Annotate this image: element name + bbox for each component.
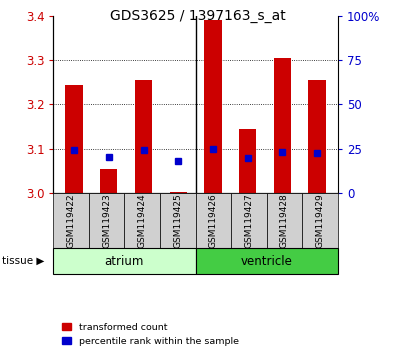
Text: ventricle: ventricle — [241, 255, 293, 268]
Bar — [169, 192, 187, 193]
Legend: transformed count, percentile rank within the sample: transformed count, percentile rank withi… — [58, 319, 243, 349]
Text: GSM119425: GSM119425 — [173, 193, 182, 248]
Bar — [308, 80, 325, 193]
Bar — [66, 85, 83, 193]
Bar — [100, 169, 117, 193]
Text: atrium: atrium — [105, 255, 144, 268]
Text: GSM119424: GSM119424 — [138, 193, 147, 248]
Bar — [274, 58, 291, 193]
Bar — [239, 129, 256, 193]
Text: GSM119427: GSM119427 — [245, 193, 253, 248]
Bar — [135, 80, 152, 193]
Text: GSM119426: GSM119426 — [209, 193, 218, 248]
Text: GSM119423: GSM119423 — [102, 193, 111, 248]
Text: GSM119429: GSM119429 — [316, 193, 324, 248]
Text: tissue ▶: tissue ▶ — [2, 256, 44, 266]
Text: GSM119422: GSM119422 — [67, 193, 75, 248]
Bar — [204, 20, 222, 193]
Text: GSM119428: GSM119428 — [280, 193, 289, 248]
Text: GDS3625 / 1397163_s_at: GDS3625 / 1397163_s_at — [110, 9, 285, 23]
